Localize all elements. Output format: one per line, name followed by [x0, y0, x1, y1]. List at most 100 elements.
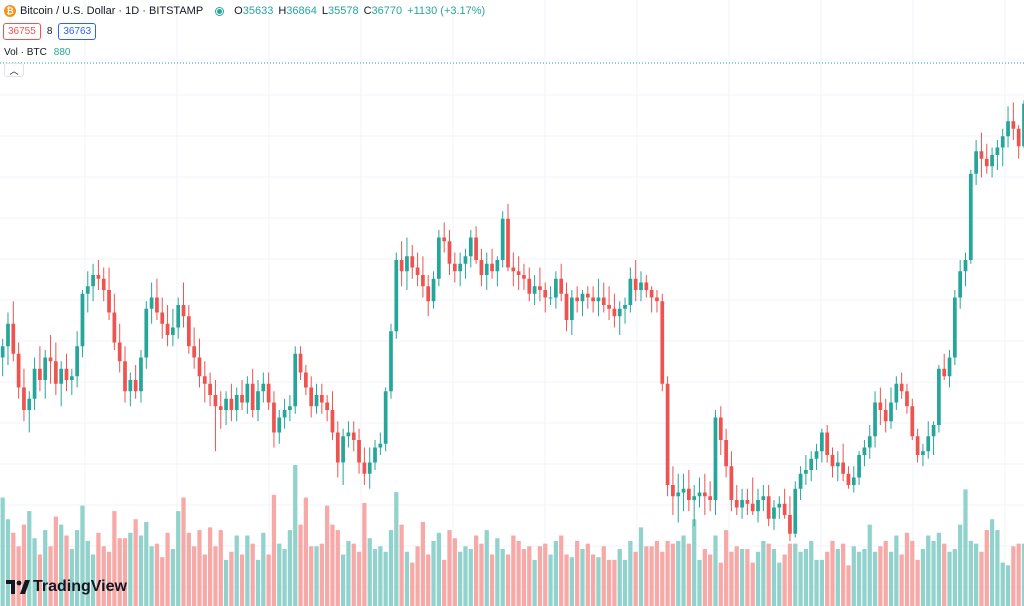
- volume-bar: [85, 540, 90, 606]
- volume-bar: [846, 565, 851, 606]
- candle: [585, 286, 590, 309]
- candle: [139, 350, 143, 403]
- candle: [357, 428, 361, 474]
- candle-body: [383, 391, 388, 444]
- volume-bar: [192, 546, 197, 606]
- volume-bar: [638, 527, 644, 606]
- candle-body: [415, 267, 420, 275]
- volume-bar: [442, 559, 447, 606]
- candle-body: [958, 271, 963, 298]
- candle: [665, 376, 670, 497]
- volume-bar: [750, 562, 755, 606]
- candle-body: [64, 368, 69, 380]
- candle-body: [857, 455, 861, 478]
- candle: [149, 282, 154, 324]
- candle: [186, 305, 191, 354]
- candle-body: [490, 263, 494, 272]
- volume-bar: [670, 543, 676, 606]
- volume-bar: [293, 465, 298, 606]
- tradingview-logo[interactable]: TradingView: [6, 578, 127, 596]
- candle: [1006, 106, 1010, 148]
- collapse-legend-button[interactable]: ︿: [4, 63, 24, 77]
- candle-body: [575, 297, 580, 302]
- market-status-icon[interactable]: [215, 6, 225, 16]
- candle: [96, 260, 101, 290]
- volume-bar: [580, 549, 585, 606]
- candle-body: [889, 402, 893, 422]
- candle: [160, 297, 165, 339]
- candle: [883, 398, 888, 433]
- volume-bar: [692, 519, 697, 606]
- volume-bar: [319, 543, 324, 606]
- candle-body: [820, 432, 824, 452]
- volume-bar: [335, 530, 340, 606]
- candle-body: [740, 500, 744, 508]
- volume-bar: [590, 554, 596, 606]
- candle-body: [649, 290, 654, 298]
- candle-body: [548, 297, 553, 299]
- brand-name: TradingView: [33, 578, 127, 595]
- candle: [176, 297, 181, 339]
- candle-body: [484, 263, 489, 275]
- volume-bar: [27, 511, 32, 606]
- volume-bar: [926, 535, 931, 606]
- candle: [64, 353, 69, 392]
- volume-title[interactable]: Vol · BTC: [4, 47, 47, 58]
- change-value: +1130 (+3.17%): [407, 5, 486, 17]
- candle-body: [1000, 136, 1005, 148]
- candle: [612, 293, 617, 328]
- candle-body: [421, 275, 425, 287]
- candle-body: [458, 263, 462, 272]
- candle-body: [814, 451, 819, 459]
- volume-bar: [266, 554, 271, 606]
- candle: [841, 443, 845, 482]
- candlestick-series: [0, 100, 1024, 542]
- buy-button[interactable]: 36763: [58, 23, 97, 40]
- volume-bar: [553, 540, 559, 606]
- volume-bar: [697, 559, 702, 606]
- candle: [367, 447, 372, 489]
- candle: [500, 211, 505, 268]
- candle-body: [27, 398, 32, 410]
- candle: [452, 252, 457, 283]
- volume-bar: [979, 551, 984, 606]
- candle: [777, 496, 782, 519]
- candle-body: [346, 432, 351, 437]
- volume-bar: [798, 551, 803, 606]
- candle-body: [468, 237, 473, 257]
- candle: [213, 380, 218, 452]
- candle: [11, 301, 16, 362]
- candle-body: [655, 297, 659, 302]
- candle-body: [660, 301, 665, 384]
- volume-bar: [585, 543, 590, 606]
- candle-body: [298, 353, 303, 373]
- candle: [782, 488, 787, 519]
- volume-bar: [878, 546, 883, 606]
- candle: [676, 473, 681, 523]
- candle: [905, 383, 909, 414]
- candle: [569, 290, 574, 335]
- candle: [958, 260, 963, 309]
- volume-bar: [782, 554, 787, 606]
- candle: [144, 301, 149, 369]
- candle: [979, 132, 984, 178]
- candle: [559, 263, 564, 302]
- candle-body: [772, 507, 776, 519]
- candle-body: [245, 383, 250, 403]
- candle-body: [6, 323, 10, 347]
- symbol-title[interactable]: Bitcoin / U.S. Dollar · 1D · BITSTAMP: [20, 5, 204, 17]
- volume-bar: [942, 543, 947, 606]
- candle: [649, 286, 654, 313]
- candle: [117, 323, 122, 373]
- sell-button[interactable]: 36755: [3, 23, 41, 40]
- candle-body: [623, 305, 627, 309]
- candle-body: [266, 383, 271, 403]
- candle-body: [155, 297, 159, 313]
- volume-bar: [388, 530, 394, 606]
- candle: [266, 372, 271, 410]
- candle-body: [208, 383, 212, 395]
- candle-body: [873, 402, 877, 437]
- high-value: 36864: [286, 5, 317, 17]
- volume-bar: [963, 489, 968, 606]
